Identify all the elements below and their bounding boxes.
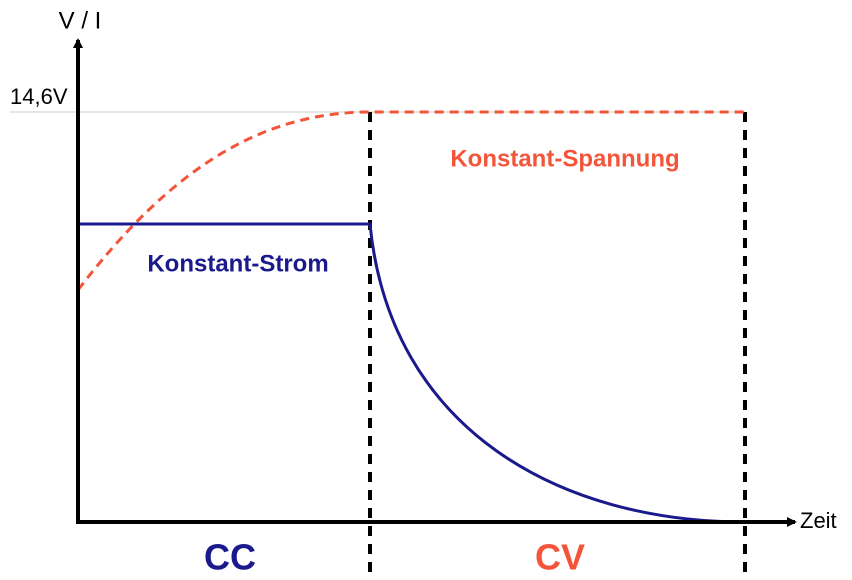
voltage-label: Konstant-Spannung (450, 145, 679, 172)
x-axis-label: Zeit (800, 508, 837, 533)
current-label: Konstant-Strom (147, 250, 328, 277)
level-label: 14,6V (10, 84, 68, 109)
voltage-curve (76, 110, 745, 291)
phase-label: CC (204, 537, 256, 578)
current-curve (78, 222, 746, 524)
y-axis-label: V / I (59, 7, 102, 34)
phase-label: CV (535, 537, 585, 578)
